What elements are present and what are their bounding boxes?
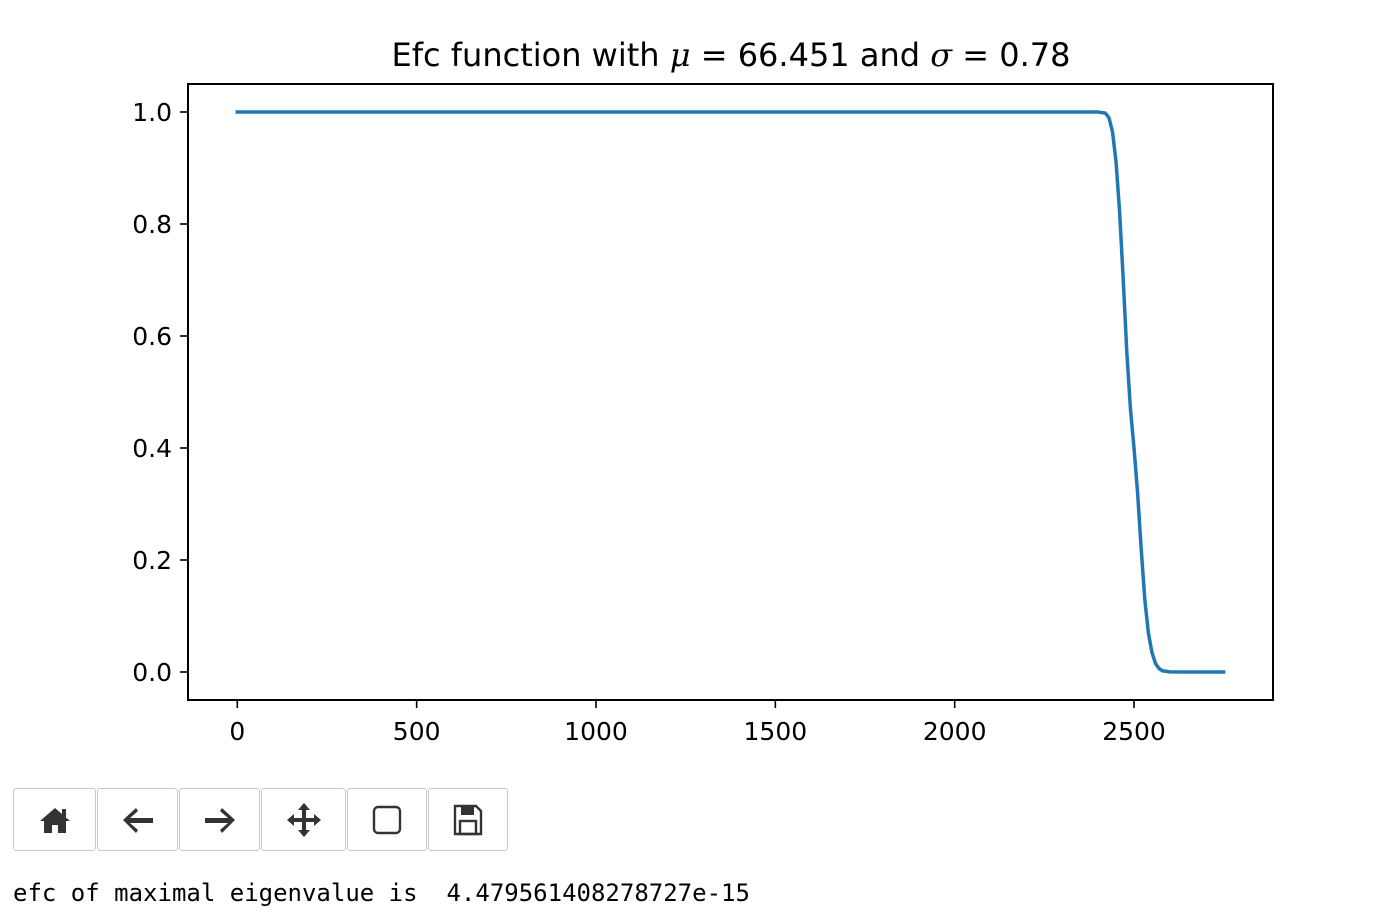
arrow-right-icon	[204, 807, 235, 833]
x-tick-label: 2000	[923, 717, 987, 746]
plot-frame	[187, 83, 1274, 701]
x-tick-label: 500	[393, 717, 441, 746]
home-button[interactable]	[13, 788, 96, 851]
chart-title: Efc function with μ = 66.451 and σ = 0.7…	[392, 36, 1071, 74]
y-tick-label: 1.0	[132, 98, 172, 127]
arrow-left-icon	[122, 807, 153, 833]
save-icon	[453, 804, 483, 835]
zoom-rect-button[interactable]	[347, 788, 427, 851]
forward-button[interactable]	[179, 788, 260, 851]
home-icon	[39, 807, 70, 833]
output-text: efc of maximal eigenvalue is 4.479561408…	[13, 879, 750, 907]
y-tick-label: 0.2	[132, 546, 172, 575]
x-tick-label: 1000	[564, 717, 628, 746]
chart-figure: Efc function with μ = 66.451 and σ = 0.7…	[132, 36, 1274, 746]
series-line	[235, 110, 1226, 674]
x-tick-label: 1500	[744, 717, 808, 746]
back-button[interactable]	[97, 788, 178, 851]
y-tick-label: 0.8	[132, 210, 172, 239]
y-tick-label: 0.0	[132, 658, 172, 687]
save-button[interactable]	[428, 788, 508, 851]
move-icon	[286, 802, 321, 837]
x-tick-label: 0	[229, 717, 245, 746]
pan-button[interactable]	[261, 788, 346, 851]
x-tick-label: 2500	[1102, 717, 1166, 746]
y-tick-label: 0.4	[132, 434, 172, 463]
zoom-rect-icon	[372, 805, 402, 834]
y-tick-label: 0.6	[132, 322, 172, 351]
figure-toolbar	[13, 788, 509, 851]
